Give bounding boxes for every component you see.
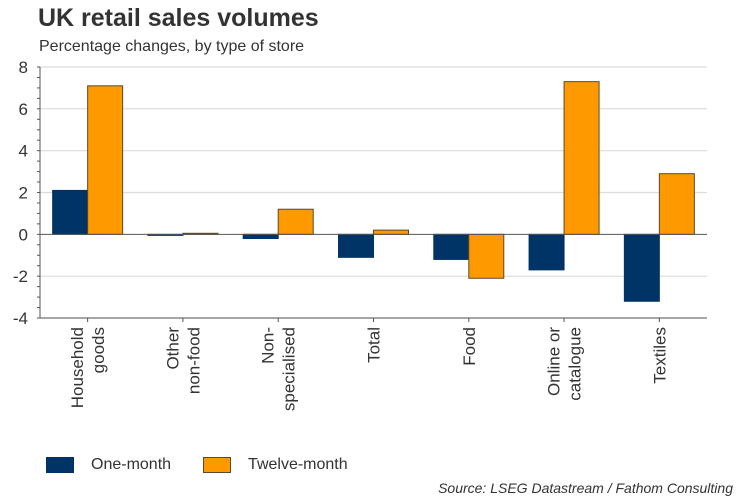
bar-twelve-month (277, 208, 314, 235)
legend-swatch-twelve-month (203, 457, 232, 473)
x-tick-label: non-food (184, 327, 203, 394)
x-tick-label: specialised (280, 327, 299, 411)
x-tick-label: Other (163, 327, 182, 370)
y-tick-label: -2 (13, 267, 28, 286)
x-tick-label: Non- (259, 327, 278, 364)
x-tick-label: Food (460, 327, 479, 366)
y-tick-label: 0 (19, 225, 28, 244)
legend-item-one-month: One-month (46, 456, 171, 474)
y-tick-label: 8 (19, 58, 28, 77)
x-tick-label: goods (89, 327, 108, 373)
source-note: Source: LSEG Datastream / Fathom Consult… (438, 480, 733, 496)
bar-twelve-month (87, 85, 124, 235)
bar-one-month (338, 233, 374, 258)
y-tick-label: 6 (19, 100, 28, 119)
bar-twelve-month (373, 229, 409, 235)
y-tick-label: 4 (19, 142, 28, 161)
bar-twelve-month (563, 81, 600, 235)
bar-one-month (242, 233, 279, 240)
legend-label-one-month: One-month (91, 456, 172, 473)
bar-twelve-month (468, 233, 505, 279)
y-tick-label: -4 (13, 309, 28, 328)
bar-twelve-month (658, 173, 695, 235)
x-tick-label: Online or (545, 327, 564, 396)
x-tick-label: Textiles (650, 327, 669, 384)
legend-swatch-one-month (46, 457, 74, 473)
bar-one-month (52, 189, 89, 235)
x-tick-label: Household (68, 327, 87, 408)
legend-item-twelve-month: Twelve-month (203, 456, 348, 474)
chart-title: UK retail sales volumes (38, 4, 319, 32)
bar-one-month (528, 233, 565, 271)
bar-one-month (623, 233, 660, 302)
x-tick-label: Total (365, 327, 384, 363)
y-tick-label: 2 (19, 184, 28, 203)
chart-subtitle: Percentage changes, by type of store (39, 38, 305, 55)
legend: One-month Twelve-month (46, 456, 380, 474)
x-tick-label: catalogue (566, 327, 585, 401)
bar-one-month (433, 233, 470, 260)
legend-label-twelve-month: Twelve-month (248, 456, 348, 473)
